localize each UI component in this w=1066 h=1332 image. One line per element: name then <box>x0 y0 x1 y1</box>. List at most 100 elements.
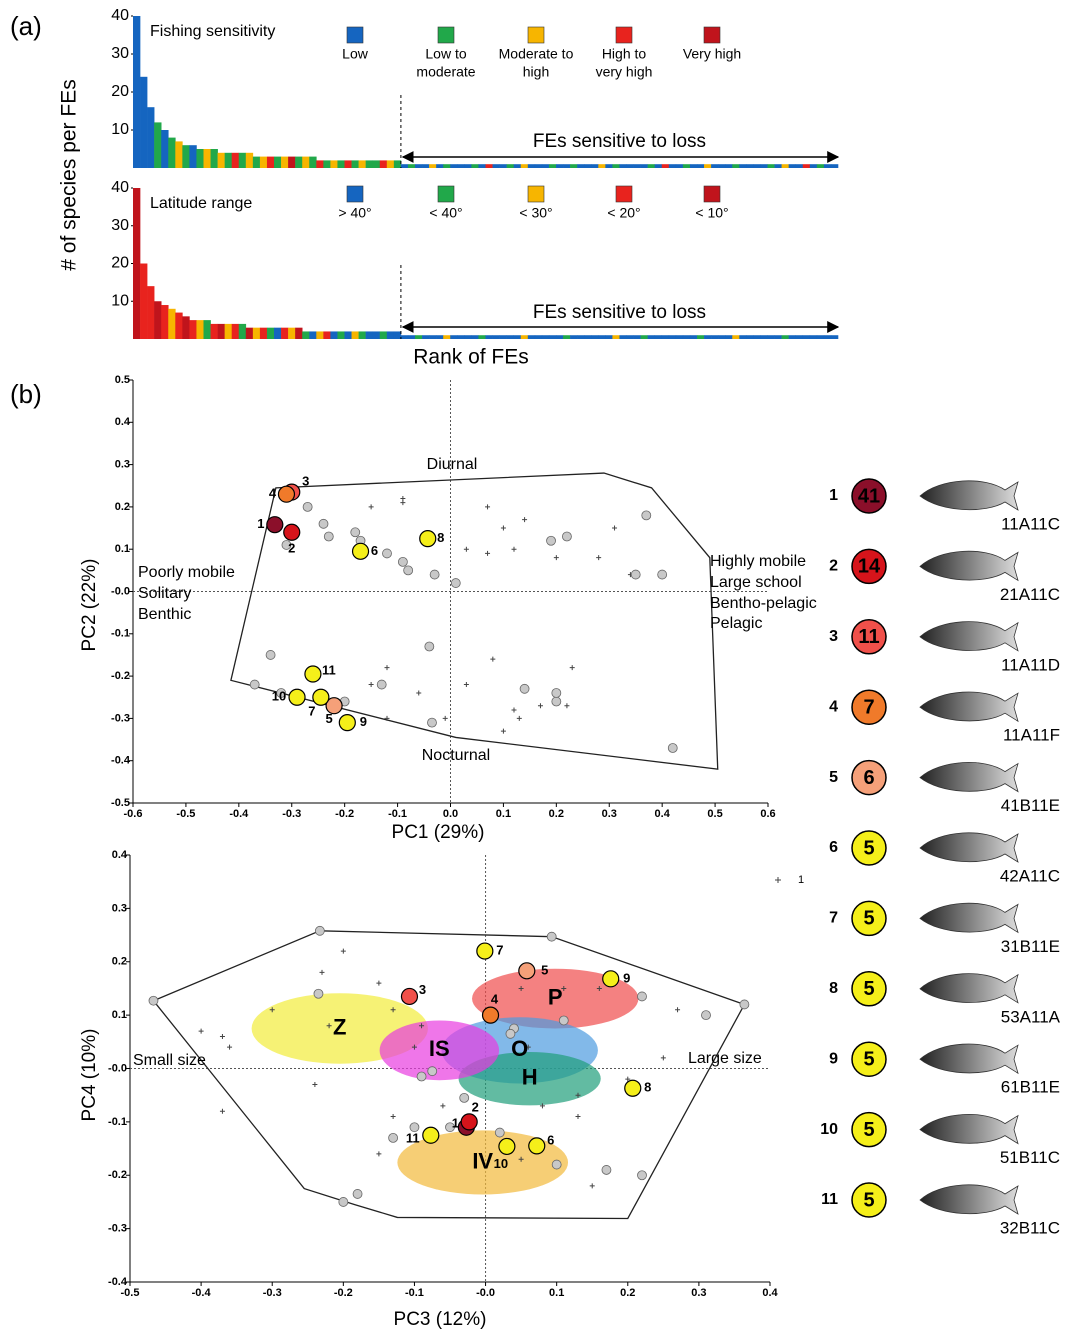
bar <box>627 335 634 339</box>
bar <box>345 160 352 168</box>
bar <box>718 335 725 339</box>
bar <box>563 335 570 339</box>
bar <box>810 164 817 168</box>
fe-code: 11A11F <box>1003 726 1060 745</box>
bar <box>824 335 831 339</box>
bar <box>253 157 260 168</box>
legend-swatch <box>438 27 454 43</box>
fe-species-count: 41 <box>858 485 880 507</box>
fe-code: 11A11D <box>1001 655 1060 674</box>
point-label: 7 <box>308 704 315 719</box>
bar <box>641 164 648 168</box>
point-label: 5 <box>325 711 332 726</box>
fe-point <box>702 1011 711 1020</box>
fe-point <box>324 532 333 541</box>
bar <box>598 164 605 168</box>
bar <box>542 335 549 339</box>
bar <box>683 335 690 339</box>
bar <box>507 164 514 168</box>
fe-code: 11A11C <box>1001 514 1060 533</box>
bar <box>655 335 662 339</box>
fe-point <box>319 519 328 528</box>
bar <box>140 77 147 168</box>
fe-point <box>495 1128 504 1137</box>
annotation: Poorly mobile <box>138 564 235 581</box>
cross-point <box>596 555 601 560</box>
bar <box>704 164 711 168</box>
y-tick-label: 20 <box>111 255 129 272</box>
legend-swatch <box>704 27 720 43</box>
cross-point <box>501 729 506 734</box>
fe-point <box>658 570 667 579</box>
highlight-point <box>423 1127 439 1143</box>
highlight-point <box>519 963 535 979</box>
annotation: Pelagic <box>710 615 762 632</box>
bar <box>648 335 655 339</box>
x-tick-label: -0.2 <box>335 808 354 820</box>
bar <box>549 164 556 168</box>
legend-swatch <box>438 186 454 202</box>
cross-point <box>485 504 490 509</box>
bar <box>535 335 542 339</box>
point-label: 2 <box>288 541 295 556</box>
bar <box>443 164 450 168</box>
bar <box>204 149 211 168</box>
ellipse-label: H <box>522 1064 538 1089</box>
bar <box>443 335 450 339</box>
bar <box>746 164 753 168</box>
fe-rank: 10 <box>820 1121 838 1138</box>
cross-point <box>369 504 374 509</box>
legend-label: Low <box>342 46 369 62</box>
ellipse-label: Z <box>333 1014 346 1039</box>
bar <box>302 157 309 168</box>
cross-point <box>464 547 469 552</box>
legend-swatch <box>528 27 544 43</box>
bar <box>281 328 288 339</box>
point-label: 4 <box>269 486 277 501</box>
bar <box>500 164 507 168</box>
bar <box>500 335 507 339</box>
y-tick-label: -0.5 <box>111 797 130 809</box>
bar <box>662 164 669 168</box>
annotation: Highly mobile <box>710 553 806 570</box>
bar <box>789 335 796 339</box>
fe-point <box>425 642 434 651</box>
bar <box>401 335 408 339</box>
fe-rank: 8 <box>829 980 838 997</box>
legend-label: very high <box>596 64 653 80</box>
fe-point <box>377 680 386 689</box>
cross-point <box>675 1007 680 1012</box>
annotation: Solitary <box>138 585 191 602</box>
y-tick-label: -0.3 <box>111 712 130 724</box>
fe-rank: 9 <box>829 1050 838 1067</box>
bar <box>796 335 803 339</box>
x-tick-label: 0.0 <box>443 808 458 820</box>
fish-icon <box>920 481 1018 510</box>
cross-point <box>522 517 527 522</box>
y-tick-label: 10 <box>111 121 129 138</box>
fe-point <box>266 650 275 659</box>
y-tick-label: -0.2 <box>111 670 130 682</box>
y-tick-label: 0.3 <box>115 459 130 471</box>
bar <box>161 305 168 339</box>
bar <box>457 164 464 168</box>
cross-point <box>517 716 522 721</box>
cross-point <box>576 1114 581 1119</box>
bar <box>782 335 789 339</box>
bar <box>189 145 196 168</box>
highlight-point <box>461 1114 477 1130</box>
y-tick-label: -0.1 <box>111 628 130 640</box>
page: {"panel_a": {"label": "(a)", "y_label": … <box>0 0 1066 1332</box>
fe-point <box>250 680 259 689</box>
fe-species-count: 5 <box>863 1048 874 1070</box>
fe-point <box>642 511 651 520</box>
legend-label: < 20° <box>607 205 640 221</box>
bar <box>753 164 760 168</box>
bar <box>817 335 824 339</box>
legend-label: moderate <box>416 64 475 80</box>
bar <box>521 164 528 168</box>
fe-point <box>383 549 392 558</box>
fish-icon <box>920 622 1018 651</box>
bar <box>464 335 471 339</box>
bar <box>619 335 626 339</box>
